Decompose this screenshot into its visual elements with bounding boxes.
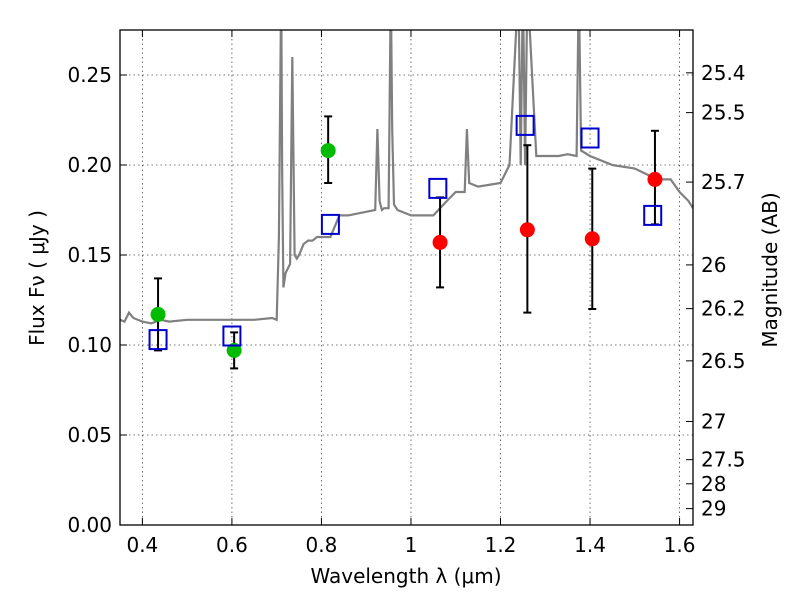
- y2-axis-label: Magnitude (AB): [758, 192, 782, 347]
- model-point: [320, 213, 340, 235]
- data-points: [148, 114, 663, 370]
- y-tick-label: 0.05: [67, 423, 112, 447]
- model-point: [515, 114, 535, 136]
- y2-tick-label: 26.5: [701, 349, 746, 373]
- y-tick-label: 0.15: [67, 243, 112, 267]
- y-axis-label: Flux Fν ( μJy ): [25, 210, 49, 346]
- model-point: [428, 177, 448, 199]
- data-point: [584, 231, 600, 247]
- y2-tick-label: 29: [701, 497, 726, 521]
- y-tick-label: 0.25: [67, 63, 112, 87]
- y2-tick-label: 26.2: [701, 297, 746, 321]
- y2-tick-label: 25.5: [701, 101, 746, 125]
- y2-tick-label: 25.4: [701, 61, 746, 85]
- data-point: [647, 171, 663, 187]
- y2-tick-label: 27.5: [701, 448, 746, 472]
- x-tick-label: 1.6: [664, 533, 696, 557]
- data-point: [320, 143, 336, 159]
- x-tick-label: 1.4: [574, 533, 606, 557]
- model-point: [222, 325, 242, 347]
- y2-tick-label: 25.7: [701, 170, 746, 194]
- data-point: [432, 234, 448, 250]
- axis-ticks: 0.4 0.6 0.8 1 1.2 1.4 1.6 0.00 0.05 0.10 0.15 0.20 0…: [67, 30, 746, 557]
- model-point: [643, 204, 663, 226]
- x-tick-label: 1: [405, 533, 418, 557]
- y-tick-label: 0.10: [67, 333, 112, 357]
- model-point: [580, 127, 600, 149]
- model-point: [148, 329, 168, 351]
- model-spectrum-line: [120, 30, 693, 325]
- y2-tick-label: 27: [701, 410, 726, 434]
- data-point: [150, 306, 166, 322]
- x-tick-label: 0.8: [306, 533, 338, 557]
- x-axis-label: Wavelength λ (μm): [310, 564, 501, 588]
- y2-tick-label: 28: [701, 472, 726, 496]
- data-point: [226, 342, 242, 358]
- grid-lines: [120, 30, 693, 526]
- x-tick-label: 1.2: [485, 533, 517, 557]
- plot-frame: [119, 29, 694, 526]
- y-tick-label: 0.00: [67, 513, 112, 537]
- y-tick-label: 0.20: [67, 153, 112, 177]
- y2-tick-label: 26: [701, 253, 726, 277]
- data-point: [519, 222, 535, 238]
- x-tick-label: 0.6: [216, 533, 248, 557]
- x-tick-label: 0.4: [126, 533, 158, 557]
